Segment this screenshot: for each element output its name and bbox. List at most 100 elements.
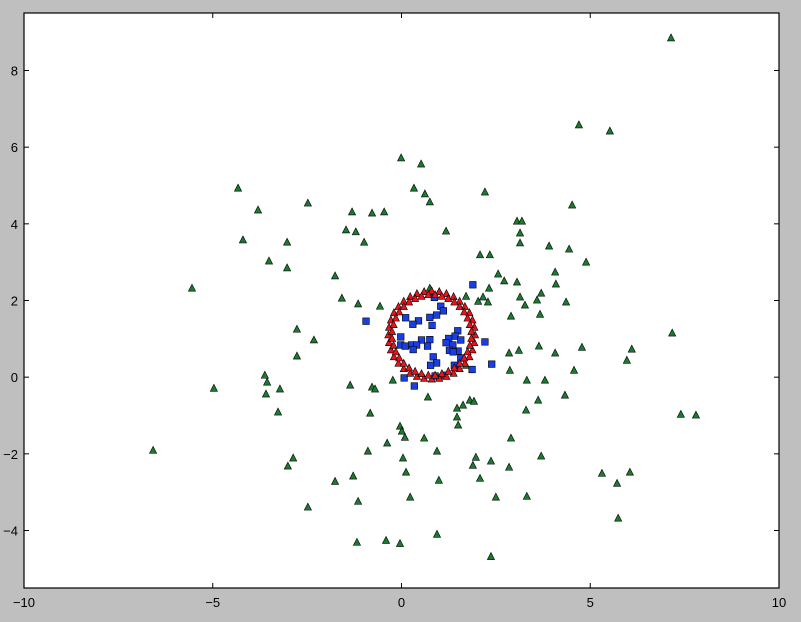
triangle-point: [461, 291, 471, 300]
triangle-point: [303, 198, 312, 207]
triangle-point: [622, 355, 631, 364]
triangle-point: [483, 297, 493, 306]
triangle-point: [273, 407, 283, 416]
triangle-point: [450, 297, 459, 306]
triangle-point: [537, 288, 546, 297]
triangle-point: [347, 207, 357, 216]
triangle-point: [395, 353, 404, 362]
triangle-point: [520, 300, 530, 309]
triangle-point: [534, 395, 543, 404]
triangle-point: [514, 345, 523, 354]
triangle-point: [551, 348, 560, 357]
triangle-point: [437, 291, 446, 300]
triangle-point: [504, 462, 514, 471]
triangle-point: [370, 384, 380, 393]
triangle-point: [452, 412, 462, 421]
triangle-point: [460, 358, 470, 367]
triangle-point: [352, 537, 362, 546]
triangle-point: [283, 237, 292, 246]
triangle-point: [512, 277, 522, 286]
square-point: [449, 348, 457, 356]
triangle-point: [399, 358, 408, 367]
triangle-point: [398, 453, 408, 462]
square-point: [481, 338, 489, 346]
triangle-point: [537, 451, 546, 460]
triangle-point: [384, 338, 394, 346]
triangle-point: [404, 363, 414, 372]
triangle-point: [389, 352, 399, 361]
triangle-point: [425, 197, 434, 206]
square-point: [426, 335, 434, 344]
triangle-point: [454, 420, 463, 429]
square-point: [402, 314, 410, 322]
square-point: [469, 281, 477, 289]
data-marks: [149, 33, 701, 560]
triangle-point: [568, 200, 577, 209]
triangle-point: [283, 263, 292, 272]
triangle-point: [397, 426, 406, 435]
triangle-point: [395, 538, 405, 547]
triangle-point: [400, 432, 409, 441]
x-tick-label: −5: [205, 595, 220, 610]
axis-ticks: −10 −5 0 5 10 −4 −2 0 2 4 6 8: [3, 13, 786, 610]
triangle-point: [515, 292, 525, 301]
triangle-point: [238, 235, 248, 244]
triangle-point: [360, 237, 369, 246]
y-tick-label: 8: [11, 64, 18, 79]
triangle-point: [435, 287, 444, 295]
triangle-point: [386, 345, 396, 354]
triangle-point: [463, 347, 472, 356]
triangle-point: [209, 383, 218, 392]
triangle-point: [691, 410, 701, 419]
triangle-point: [388, 375, 397, 384]
triangle-point: [545, 241, 554, 250]
triangle-point: [441, 226, 451, 235]
triangle-point: [506, 311, 516, 320]
triangle-point: [387, 333, 397, 342]
x-tick-label: −10: [13, 595, 35, 610]
triangle-point: [399, 364, 408, 373]
triangle-point: [261, 389, 271, 398]
triangle-point: [475, 473, 485, 482]
triangle-point: [264, 256, 274, 265]
y-tick-label: −4: [3, 524, 18, 539]
triangle-point: [349, 471, 358, 480]
triangle-point: [521, 405, 531, 414]
triangle-point: [346, 380, 355, 389]
triangle-point: [455, 364, 464, 373]
triangle-point: [484, 283, 494, 292]
square-point: [442, 339, 450, 347]
triangle-point: [404, 297, 414, 306]
triangle-point: [494, 269, 503, 278]
triangle-point: [275, 384, 285, 393]
triangle-point: [409, 183, 419, 192]
triangle-point: [303, 502, 312, 511]
triangle-point: [353, 496, 363, 505]
triangle-point: [283, 461, 292, 470]
triangle-point: [397, 153, 406, 162]
triangle-point: [383, 438, 392, 447]
triangle-point: [292, 324, 302, 333]
triangle-point: [551, 279, 560, 288]
triangle-point: [561, 297, 571, 306]
triangle-point: [406, 492, 415, 501]
triangle-point: [612, 478, 622, 487]
triangle-point: [506, 433, 516, 442]
square-point: [433, 311, 441, 319]
square-point: [468, 365, 476, 374]
triangle-point: [444, 366, 453, 375]
triangle-point: [420, 433, 429, 442]
triangle-point: [253, 205, 263, 214]
triangle-point: [491, 492, 500, 501]
series-2: [384, 286, 480, 383]
triangle-point: [260, 370, 269, 379]
triangle-point: [522, 491, 531, 500]
triangle-point: [465, 319, 474, 328]
square-point: [400, 374, 408, 382]
triangle-point: [341, 225, 351, 234]
triangle-point: [399, 301, 408, 310]
triangle-point: [401, 467, 411, 476]
triangle-point: [375, 301, 385, 310]
triangle-point: [574, 120, 584, 129]
triangle-point: [471, 452, 480, 461]
